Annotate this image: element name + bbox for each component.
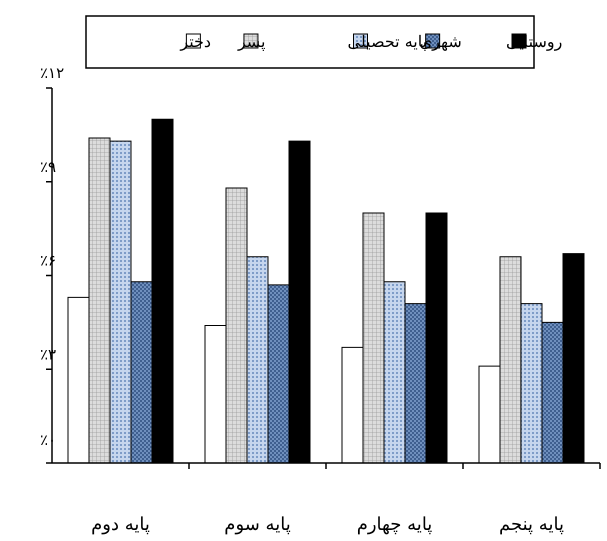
bar-3-4	[520, 303, 543, 464]
category-label: پایه دوم	[91, 514, 150, 535]
legend-label-2: پسر	[237, 32, 266, 51]
bar-5-1	[151, 118, 174, 464]
y-tick-label: ٪۳	[40, 345, 56, 363]
y-tick-label: ٪۰	[40, 431, 56, 449]
bar-2-3	[362, 212, 385, 464]
category-label: پایه چهارم	[357, 514, 433, 535]
bar-4-3	[404, 303, 427, 464]
legend-swatch-2	[243, 33, 259, 49]
y-tick-label: ٪۱۲	[40, 64, 64, 82]
plot-area: ٪۰ ٪۳ ٪۶ ٪۹ ٪۱۲ پایه دوم پایه سوم پایه چهارم پا…	[40, 64, 601, 535]
legend-box	[85, 15, 535, 69]
y-tick-label: ٪۹	[40, 158, 56, 176]
legend-label-4: شهری	[420, 32, 462, 51]
legend-swatch-4	[425, 33, 441, 49]
legend-label-5: روستایی	[506, 32, 562, 51]
bar-1-1	[67, 296, 90, 464]
bar-5-2	[288, 140, 311, 464]
legend-label-3: پایه تحصیلی	[348, 32, 428, 51]
bar-2-2	[225, 187, 248, 464]
bar-5-4	[562, 253, 585, 464]
bar-3-3	[383, 281, 406, 464]
legend-swatch-5	[511, 33, 527, 49]
bar-1-3	[341, 346, 364, 464]
bar-2-1	[88, 137, 111, 464]
bar-1-2	[204, 325, 227, 464]
bar-2-4	[499, 256, 522, 464]
legend-label-1: دختر	[179, 32, 211, 51]
bar-3-2	[246, 256, 269, 464]
bar-4-2	[267, 284, 290, 464]
bar-5-3	[425, 212, 448, 464]
y-tick-label: ٪۶	[40, 252, 56, 270]
legend-swatch-1	[185, 33, 201, 49]
bar-4-1	[130, 281, 153, 464]
category-label: پایه پنجم	[499, 514, 564, 535]
bar-3-1	[109, 140, 132, 464]
category-label: پایه سوم	[224, 514, 290, 535]
legend-swatch-3	[353, 33, 368, 49]
bar-4-4	[541, 321, 564, 464]
bar-1-4	[478, 365, 501, 464]
